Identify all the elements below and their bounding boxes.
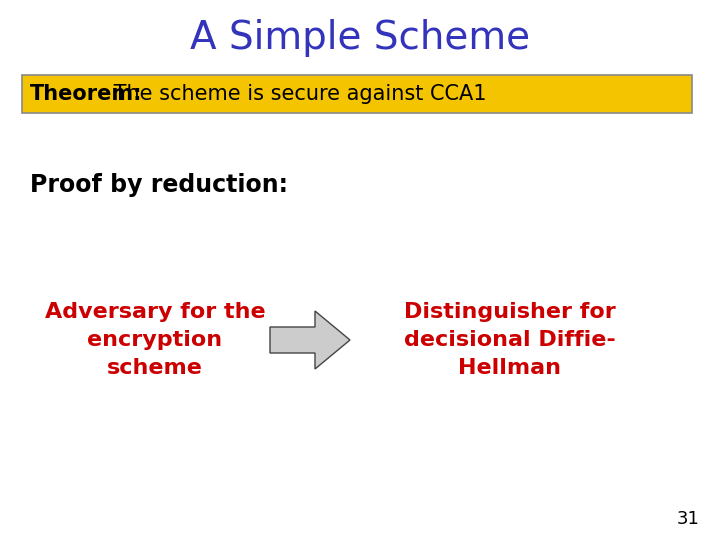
Text: Distinguisher for
decisional Diffie-
Hellman: Distinguisher for decisional Diffie- Hel… xyxy=(404,302,616,378)
Text: Theorem:: Theorem: xyxy=(30,84,143,104)
Text: 31: 31 xyxy=(677,510,700,528)
Text: Adversary for the
encryption
scheme: Adversary for the encryption scheme xyxy=(45,302,265,378)
FancyBboxPatch shape xyxy=(22,75,692,113)
Text: A Simple Scheme: A Simple Scheme xyxy=(190,19,530,57)
Text: Proof by reduction:: Proof by reduction: xyxy=(30,173,288,197)
Polygon shape xyxy=(270,311,350,369)
Text: The scheme is secure against CCA1: The scheme is secure against CCA1 xyxy=(107,84,487,104)
